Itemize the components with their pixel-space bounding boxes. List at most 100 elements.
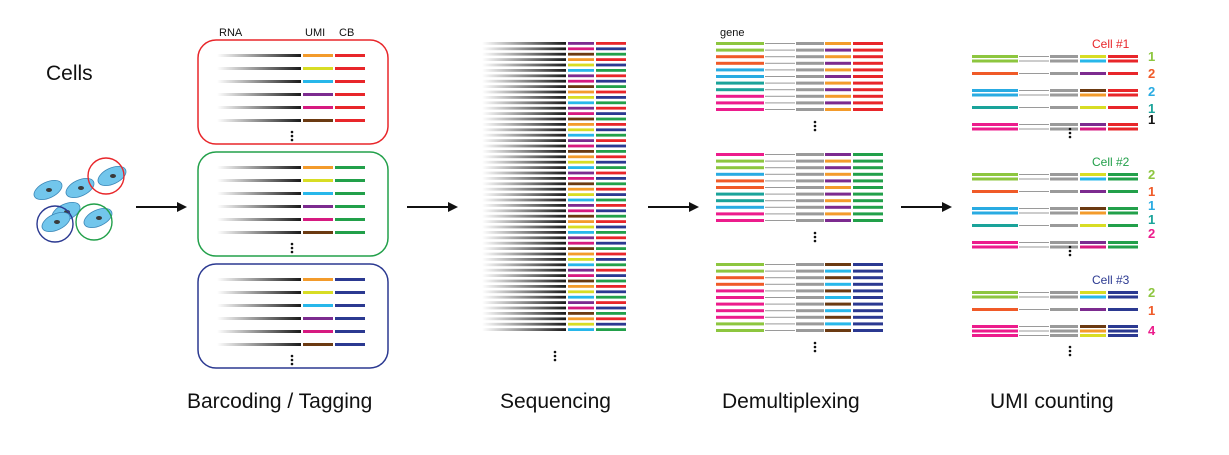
- mapped-read-segment: [796, 179, 824, 183]
- read-cell-barcode: [596, 258, 626, 261]
- umi-tag: [303, 106, 333, 109]
- read-cell-barcode: [596, 133, 626, 137]
- sequenced-read: [482, 106, 566, 110]
- read-cell-barcode: [596, 290, 626, 294]
- read-cell-barcode: [596, 90, 626, 94]
- sequenced-read: [482, 193, 566, 196]
- cell-3-continuation-dots: [290, 354, 294, 358]
- read-umi: [568, 177, 594, 180]
- demux-umi: [825, 192, 851, 196]
- count-cell2-gene-teal: 1: [1148, 212, 1156, 227]
- sequenced-read: [482, 187, 566, 191]
- read-cell-barcode: [596, 328, 626, 331]
- mapped-read-segment: [1050, 106, 1078, 109]
- arrow-to-sequencing-head: [448, 202, 458, 212]
- mapped-read-segment: [796, 153, 824, 156]
- umi-tag: [303, 330, 333, 333]
- sequencing-continuation-dots: [553, 354, 557, 358]
- sequenced-read: [482, 241, 566, 245]
- counted-cell-barcode: [1108, 72, 1138, 75]
- mapped-read-segment: [1050, 123, 1078, 126]
- rna-fragment: [217, 119, 301, 122]
- mapped-read-segment: [796, 302, 824, 306]
- count-cell1-gene-black: 1: [1148, 112, 1156, 127]
- mapped-read-segment: [1050, 93, 1078, 97]
- sequenced-read: [482, 123, 566, 126]
- read-linker: [1019, 174, 1049, 175]
- read-cell-barcode: [596, 263, 626, 267]
- demux-umi: [825, 153, 851, 156]
- counted-umi: [1080, 59, 1106, 63]
- gene-segment: [716, 48, 764, 52]
- read-linker: [765, 303, 795, 305]
- read-linker: [765, 220, 795, 221]
- cell-nucleus: [110, 174, 116, 178]
- sequenced-read: [482, 79, 566, 83]
- cell-barcode-tag: [335, 231, 365, 234]
- demux-umi: [825, 108, 851, 111]
- gene-segment: [716, 68, 764, 72]
- mapped-read-segment: [796, 42, 824, 45]
- cell-barcode-tag: [335, 343, 365, 346]
- read-umi: [568, 139, 594, 142]
- read-umi: [568, 160, 594, 164]
- sequenced-read: [482, 74, 566, 78]
- read-umi: [568, 187, 594, 191]
- rna-fragment: [217, 278, 301, 281]
- gene-segment: [716, 269, 764, 273]
- mapped-read-segment: [1050, 245, 1078, 249]
- rna-fragment: [217, 106, 301, 109]
- read-linker: [1019, 326, 1049, 327]
- read-linker: [1019, 208, 1049, 209]
- read-cell-barcode: [596, 177, 626, 180]
- counted-cell-barcode: [1108, 177, 1138, 181]
- sequenced-read: [482, 144, 566, 148]
- read-linker: [765, 109, 795, 110]
- sequenced-read: [482, 42, 566, 45]
- counted-umi: [1080, 295, 1106, 299]
- mapped-read-segment: [796, 282, 824, 286]
- mapped-read-segment: [796, 81, 824, 85]
- cell-barcode-tag: [335, 54, 365, 57]
- read-linker: [765, 82, 795, 84]
- sequenced-read: [482, 96, 566, 99]
- demux-umi: [825, 289, 851, 293]
- demultiplexing-stage-label: Demultiplexing: [722, 390, 860, 413]
- sequenced-read: [482, 322, 566, 326]
- rna-fragment: [217, 192, 301, 195]
- read-cell-barcode: [596, 198, 626, 202]
- read-linker: [1019, 124, 1049, 125]
- cell-barcode-tag: [335, 317, 365, 320]
- read-cell-barcode: [596, 155, 626, 159]
- sequenced-read: [482, 85, 566, 88]
- demux-cell-barcode: [853, 179, 883, 183]
- counted-umi: [1080, 127, 1106, 131]
- read-linker: [765, 213, 795, 215]
- umi-tag: [303, 93, 333, 96]
- read-linker: [765, 173, 795, 175]
- demux-cell-barcode: [853, 94, 883, 98]
- mapped-read-segment: [796, 315, 824, 319]
- mapped-read-segment: [1050, 241, 1078, 244]
- demux-umi: [825, 296, 851, 299]
- mapped-read-segment: [796, 199, 824, 203]
- rna-fragment: [217, 67, 301, 70]
- read-umi: [568, 42, 594, 45]
- read-linker: [765, 102, 795, 104]
- mapped-read-segment: [796, 309, 824, 313]
- gene-column-header: gene: [720, 27, 745, 39]
- gene-segment: [716, 322, 764, 326]
- read-umi: [568, 96, 594, 99]
- read-umi: [568, 74, 594, 78]
- counted-umi: [1080, 241, 1106, 244]
- cell-1-continuation-dots: [290, 130, 294, 134]
- counted-umi: [1080, 106, 1106, 109]
- rna-fragment: [217, 179, 301, 182]
- cells-label: Cells: [46, 62, 93, 85]
- read-linker: [765, 69, 795, 71]
- demux-umi: [825, 179, 851, 183]
- gene-segment: [972, 93, 1018, 97]
- mapped-read-segment: [1050, 211, 1078, 215]
- cell-2-continuation-dots: [290, 250, 294, 254]
- mapped-read-segment: [796, 219, 824, 222]
